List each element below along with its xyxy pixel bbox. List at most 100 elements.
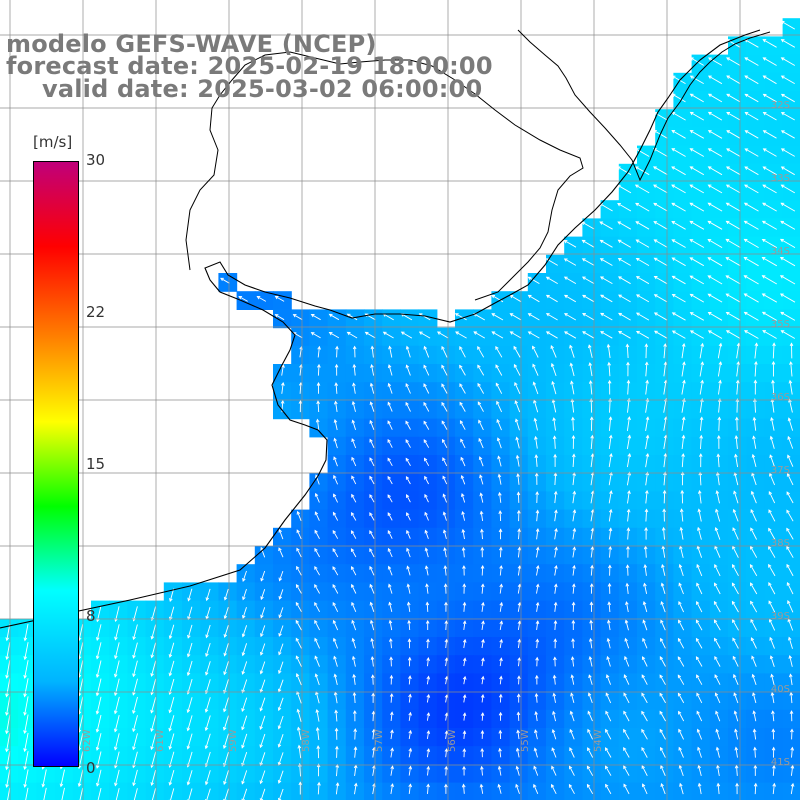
wind-arrow-head xyxy=(726,130,730,134)
wind-arrow xyxy=(151,788,157,800)
wind-arrow xyxy=(653,184,668,194)
wind-arrow-head xyxy=(743,275,748,279)
wind-arrow xyxy=(406,494,411,503)
wind-arrow-head xyxy=(697,764,702,769)
wind-arrow xyxy=(132,733,138,750)
wind-arrow-head xyxy=(387,475,391,480)
wind-arrow xyxy=(461,475,466,485)
wind-arrow xyxy=(169,715,175,731)
wind-arrow-head xyxy=(480,694,485,698)
wind-arrow-head xyxy=(350,565,355,570)
wind-arrow xyxy=(763,112,777,121)
wind-arrow xyxy=(733,674,739,685)
wind-arrow xyxy=(333,494,339,503)
wind-arrow-head xyxy=(535,638,540,643)
wind-arrow-head xyxy=(462,565,466,569)
wind-arrow-head xyxy=(768,509,772,514)
wind-arrow xyxy=(516,766,520,776)
wind-arrow-head xyxy=(682,379,686,384)
wind-arrow-head xyxy=(334,727,339,732)
wind-arrow-head xyxy=(352,345,357,350)
wind-arrow xyxy=(590,565,593,576)
wind-arrow-head xyxy=(653,202,658,207)
wind-arrow xyxy=(582,240,595,248)
wind-arrow-head xyxy=(113,673,118,678)
wind-arrow xyxy=(241,715,248,730)
wind-arrow-head xyxy=(790,764,795,769)
wind-arrow-head xyxy=(696,600,700,605)
wind-arrow xyxy=(169,733,175,750)
wind-arrow xyxy=(441,402,448,412)
wind-arrow xyxy=(623,765,630,776)
wind-arrow-head xyxy=(625,564,630,569)
wind-arrow xyxy=(495,383,503,394)
wind-arrow xyxy=(478,438,484,449)
wind-arrow xyxy=(408,694,411,703)
wind-arrow xyxy=(589,362,593,377)
wind-arrow xyxy=(781,21,796,30)
wind-arrow-head xyxy=(387,565,392,570)
wind-arrow xyxy=(714,656,721,667)
wind-arrow-head xyxy=(5,637,10,642)
valid-date: valid date: 2025-03-02 06:00:00 xyxy=(42,75,483,103)
wind-arrow-head xyxy=(535,601,540,606)
wind-arrow xyxy=(608,453,612,468)
wind-arrow-head xyxy=(734,764,739,769)
wind-arrow xyxy=(707,220,723,230)
wind-arrow-head xyxy=(387,401,391,406)
wind-arrow-head xyxy=(517,620,522,625)
wind-arrow-head xyxy=(744,93,749,98)
wind-arrow xyxy=(689,184,705,194)
wind-arrow xyxy=(635,148,650,157)
wind-arrow xyxy=(42,769,47,787)
wind-arrow-head xyxy=(671,130,676,134)
wind-arrow xyxy=(387,476,393,485)
wind-arrow-head xyxy=(514,400,518,405)
wind-arrow-head xyxy=(497,455,501,460)
wind-arrow xyxy=(6,696,11,716)
wind-arrow xyxy=(736,765,738,776)
wind-arrow xyxy=(24,660,29,678)
wind-arrow xyxy=(187,715,193,731)
wind-arrow xyxy=(653,148,668,157)
wind-arrow-head xyxy=(168,709,173,714)
wind-arrow-head xyxy=(609,471,613,476)
wind-arrow-head xyxy=(168,672,173,677)
wind-arrow xyxy=(463,639,466,649)
wind-arrow-head xyxy=(204,781,209,786)
wind-arrow-head xyxy=(298,400,303,404)
wind-arrow-head xyxy=(779,257,784,261)
wind-arrow xyxy=(426,748,430,758)
wind-arrow xyxy=(734,729,739,740)
wind-arrow-head xyxy=(351,493,355,498)
wind-arrow xyxy=(513,346,521,358)
wind-arrow-head xyxy=(671,312,676,316)
wind-arrow-head xyxy=(779,238,784,243)
wind-arrow-head xyxy=(462,657,467,662)
wind-arrow-head xyxy=(697,526,701,531)
wind-arrow xyxy=(654,257,668,266)
wind-arrow xyxy=(753,417,757,431)
wind-arrow xyxy=(751,656,757,667)
wind-arrow xyxy=(608,435,612,450)
wind-arrow xyxy=(224,588,229,600)
wind-arrow-head xyxy=(660,783,664,787)
wind-arrow-head xyxy=(642,637,646,642)
wind-arrow-head xyxy=(499,565,503,569)
wind-arrow-head xyxy=(495,364,499,369)
wind-arrow xyxy=(696,693,703,704)
wind-arrow-head xyxy=(689,202,694,207)
wind-arrow-head xyxy=(278,651,282,656)
wind-arrow xyxy=(582,258,595,266)
wind-arrow-head xyxy=(59,783,64,788)
wind-arrow-head xyxy=(223,690,227,694)
wind-arrow-head xyxy=(223,615,228,620)
wind-arrow xyxy=(389,346,393,358)
wind-arrow-head xyxy=(695,619,700,624)
wind-arrow-head xyxy=(787,600,791,604)
wind-arrow-head xyxy=(351,637,356,642)
wind-arrow xyxy=(672,257,686,267)
wind-arrow xyxy=(24,678,29,697)
wind-arrow-head xyxy=(697,508,702,513)
wind-arrow-head xyxy=(608,434,613,439)
